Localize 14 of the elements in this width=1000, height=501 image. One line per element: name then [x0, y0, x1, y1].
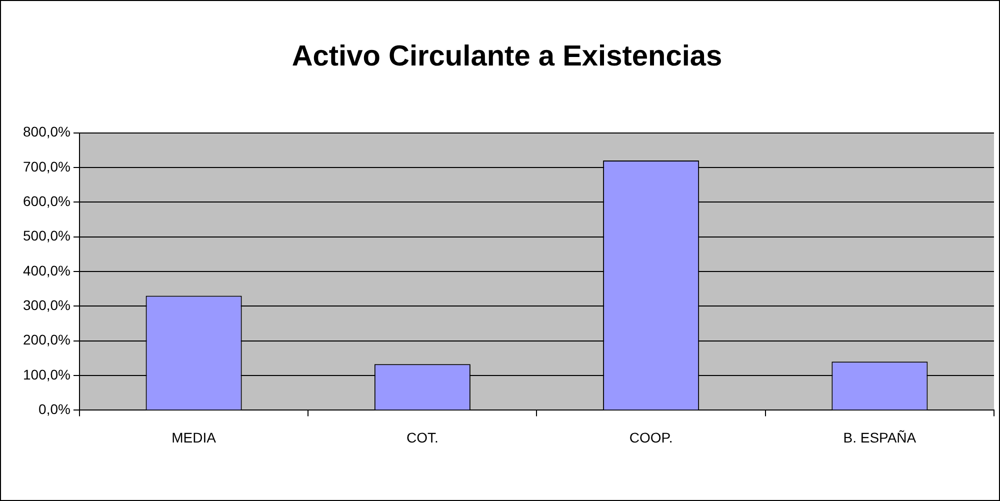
y-tick-label: 0,0%	[38, 401, 70, 418]
y-tick-label: 800,0%	[23, 124, 70, 140]
x-tick-label: MEDIA	[172, 429, 217, 446]
y-tick-label: 600,0%	[23, 193, 70, 210]
x-tick-label: COT.	[406, 429, 438, 446]
x-tick-label: B. ESPAÑA	[843, 429, 917, 446]
y-tick-label: 700,0%	[23, 158, 70, 174]
y-tick-label: 400,0%	[23, 262, 70, 278]
y-tick-label: 500,0%	[23, 228, 70, 244]
y-tick-label: 300,0%	[23, 297, 70, 314]
y-tick-label: 100,0%	[23, 366, 70, 382]
chart-title: Activo Circulante a Existencias	[292, 40, 722, 72]
x-tick-label: COOP.	[629, 429, 673, 446]
y-tick-label: 200,0%	[23, 332, 70, 348]
